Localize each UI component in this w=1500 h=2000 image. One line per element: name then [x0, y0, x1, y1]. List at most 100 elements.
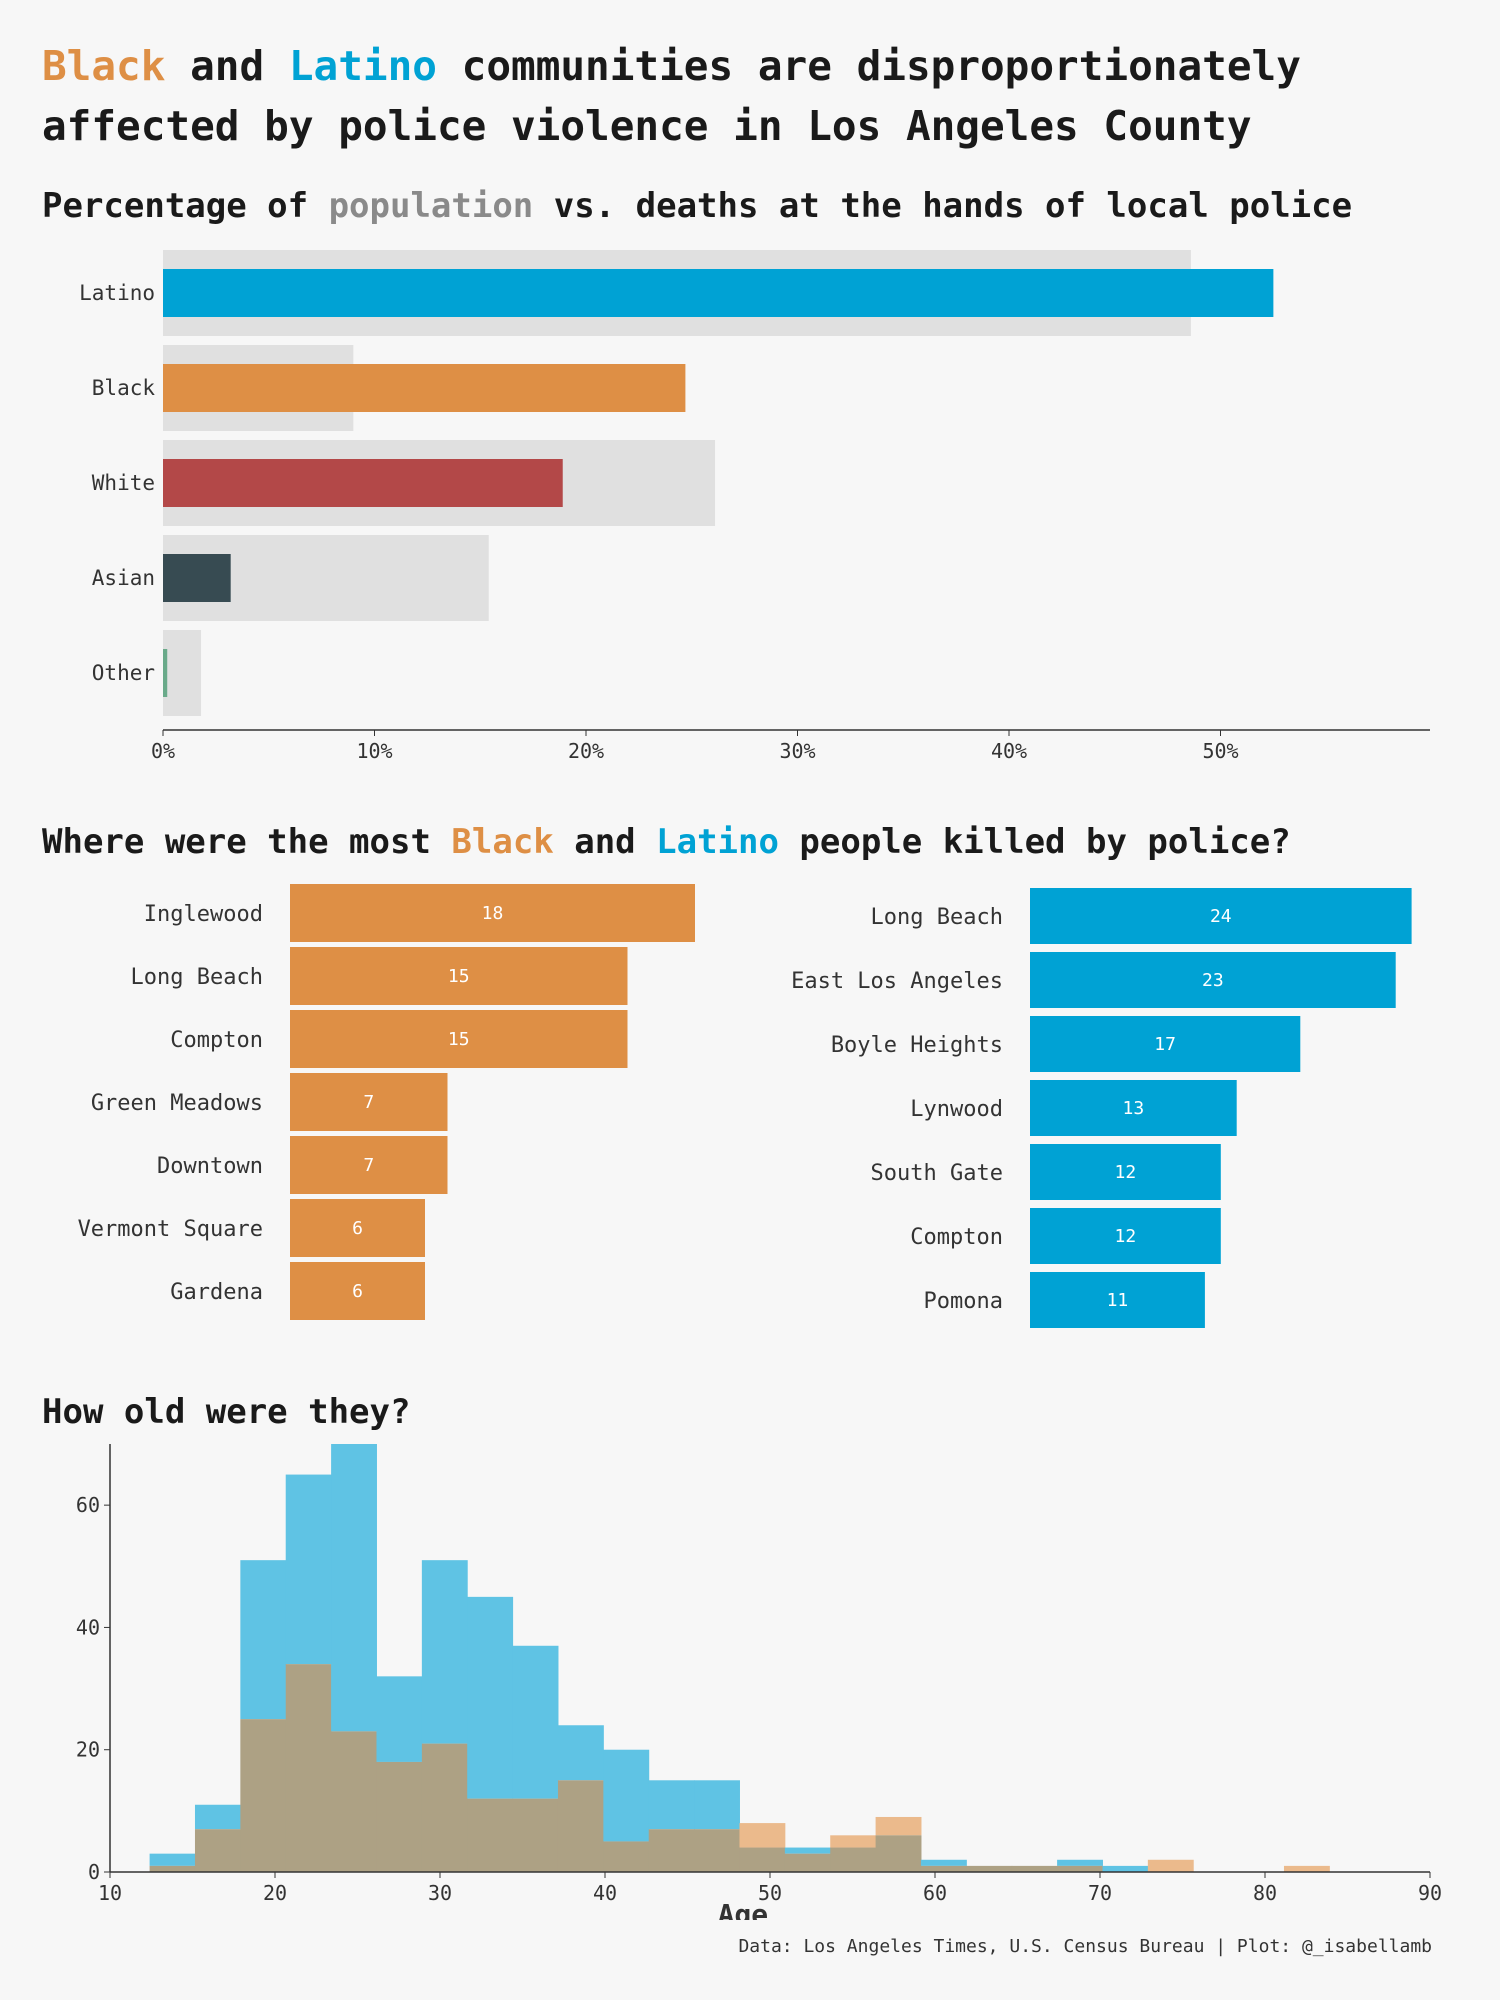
- latino-age-bin: [376, 1676, 423, 1762]
- deaths-bar-black: [163, 364, 686, 412]
- latino-age-bin: [603, 1749, 650, 1842]
- black-neighborhood-bar: [290, 947, 628, 1005]
- x-tick-label: 30%: [779, 739, 815, 763]
- black-neighborhood-bar: [290, 1262, 425, 1320]
- black-neighborhood-bar: [290, 1199, 425, 1257]
- y-tick-label: 0: [88, 1860, 100, 1884]
- overlap-age-bin: [875, 1835, 922, 1872]
- black-neighborhood-bar: [290, 1010, 628, 1068]
- overlap-age-bin: [512, 1798, 559, 1872]
- latino-age-bin: [557, 1725, 604, 1781]
- black-neighborhood-bar: [290, 1136, 448, 1194]
- x-tick-label: 40%: [991, 739, 1027, 763]
- latino-neighborhood-value-label: 24: [1210, 906, 1232, 927]
- black-neighborhood-value-label: 7: [363, 1092, 374, 1113]
- section2-title-black: Black: [451, 822, 554, 862]
- deaths-bar-white: [163, 459, 563, 507]
- latino-age-bin: [421, 1560, 468, 1744]
- title-line-2: affected by police violence in Los Angel…: [42, 102, 1252, 150]
- x-tick-label: 10%: [356, 739, 392, 763]
- overlap-age-bin: [557, 1780, 604, 1872]
- x-tick-label: 40: [593, 1881, 617, 1905]
- latino-neighborhood-category-label: East Los Angeles: [791, 969, 1003, 994]
- x-tick-label: 80: [1253, 1881, 1277, 1905]
- latino-neighborhood-value-label: 12: [1115, 1226, 1137, 1247]
- black-age-bin: [1283, 1865, 1330, 1872]
- latino-age-bin: [149, 1853, 196, 1866]
- black-neighborhoods-chart: 18 Inglewood 15 Long Beach 15 Compton 7 Green M…: [78, 884, 695, 1320]
- latino-age-bin: [920, 1859, 967, 1866]
- deaths-bar-other: [163, 649, 168, 697]
- category-label-other: Other: [92, 661, 155, 685]
- latino-neighborhood-bar: [1030, 1208, 1221, 1264]
- latino-neighborhood-bar: [1030, 888, 1412, 944]
- latino-age-bin: [512, 1645, 559, 1799]
- overlap-age-bin: [240, 1719, 287, 1872]
- x-tick-label: 70: [1088, 1881, 1112, 1905]
- title-word-latino: Latino: [288, 42, 437, 90]
- latino-neighborhood-bar: [1030, 952, 1396, 1008]
- overlap-age-bin: [694, 1829, 740, 1872]
- black-age-bin: [739, 1823, 786, 1848]
- black-neighborhood-category-label: Vermont Square: [78, 1217, 263, 1242]
- page-title: Black and Latino communities are disprop…: [42, 36, 1442, 156]
- latino-neighborhood-bar: [1030, 1016, 1301, 1072]
- deaths-bar-asian: [163, 554, 231, 602]
- x-tick-label: 10: [98, 1881, 122, 1905]
- black-age-bin: [830, 1835, 877, 1848]
- black-neighborhood-bar: [290, 1073, 448, 1131]
- overlap-age-bin: [603, 1841, 650, 1872]
- latino-neighborhood-category-label: Pomona: [924, 1289, 1003, 1314]
- overlap-age-bin: [648, 1829, 695, 1872]
- section2-title-latino: Latino: [656, 822, 779, 862]
- black-neighborhood-value-label: 15: [448, 1029, 470, 1050]
- latino-age-bin: [784, 1847, 831, 1854]
- latino-age-bin: [240, 1560, 287, 1720]
- black-neighborhood-category-label: Green Meadows: [91, 1091, 263, 1116]
- x-tick-label: 20: [263, 1881, 287, 1905]
- x-tick-label: 50: [758, 1881, 782, 1905]
- age-histogram-chart: 10 20 30 40 50 60 70 80 90 0 20 40 60 Age: [76, 1444, 1442, 1920]
- latino-age-bin: [1102, 1865, 1149, 1872]
- overlap-age-bin: [784, 1853, 831, 1872]
- section2-title-e: people killed by police?: [778, 822, 1291, 862]
- overlap-age-bin: [920, 1865, 967, 1872]
- black-neighborhood-category-label: Compton: [170, 1028, 263, 1053]
- black-neighborhood-value-label: 7: [363, 1155, 374, 1176]
- latino-neighborhood-category-label: Long Beach: [871, 905, 1003, 930]
- latino-age-bin: [694, 1780, 740, 1830]
- latino-age-bin: [1057, 1859, 1103, 1866]
- latino-neighborhood-category-label: Lynwood: [910, 1097, 1003, 1122]
- y-tick-label: 40: [76, 1615, 100, 1639]
- section2-title-a: Where were the most: [42, 822, 452, 862]
- y-tick-label: 60: [76, 1493, 100, 1517]
- section3-title: How old were they?: [42, 1392, 411, 1432]
- category-label-asian: Asian: [92, 566, 155, 590]
- black-neighborhood-bar: [290, 884, 695, 942]
- black-neighborhood-value-label: 15: [448, 966, 470, 987]
- latino-neighborhood-value-label: 11: [1107, 1290, 1129, 1311]
- latino-neighborhoods-chart: 24 Long Beach 23 East Los Angeles 17 Boyle He…: [791, 888, 1412, 1328]
- black-neighborhood-category-label: Gardena: [170, 1280, 263, 1305]
- latino-age-bin: [194, 1804, 241, 1830]
- overlap-age-bin: [467, 1798, 514, 1872]
- black-neighborhood-category-label: Inglewood: [144, 902, 263, 927]
- latino-neighborhood-category-label: Boyle Heights: [831, 1033, 1003, 1058]
- source-credit: Data: Los Angeles Times, U.S. Census Bur…: [738, 1936, 1432, 1957]
- overlap-age-bin: [739, 1847, 786, 1872]
- latino-neighborhood-category-label: South Gate: [871, 1161, 1003, 1186]
- latino-neighborhood-bar: [1030, 1080, 1237, 1136]
- section1-title: Percentage of population vs. deaths at t…: [42, 186, 1352, 226]
- black-neighborhood-category-label: Downtown: [157, 1154, 263, 1179]
- latino-neighborhood-bar: [1030, 1272, 1205, 1328]
- latino-age-bin: [285, 1474, 332, 1665]
- latino-neighborhood-bar: [1030, 1144, 1221, 1200]
- black-age-bin: [875, 1816, 922, 1836]
- overlap-age-bin: [331, 1731, 377, 1872]
- deaths-bar-latino: [163, 269, 1274, 317]
- section1-title-population: population: [328, 186, 534, 226]
- section1-title-a: Percentage of: [42, 186, 329, 226]
- x-tick-label: 0%: [151, 739, 175, 763]
- overlap-age-bin: [194, 1829, 241, 1872]
- overlap-age-bin: [149, 1865, 196, 1872]
